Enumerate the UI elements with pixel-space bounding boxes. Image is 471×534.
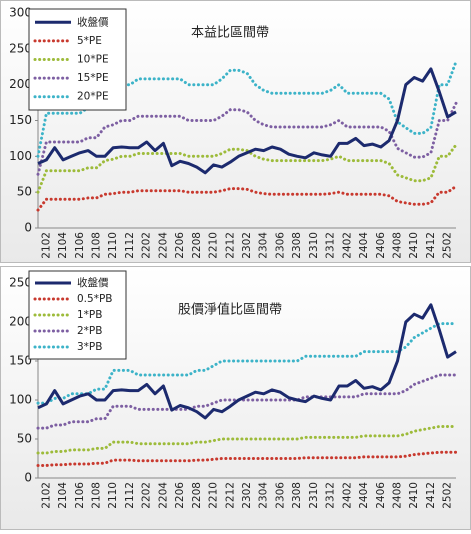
x-tick-label: 2502 [442,482,454,509]
x-tick-label: 2110 [107,232,119,259]
series-line [37,303,457,420]
y-tick-label: 250 [9,41,32,55]
x-tick-label: 2302 [241,482,253,509]
x-tick-label: 2304 [258,232,270,259]
x-tick-label: 2208 [191,482,203,509]
x-tick-label: 2404 [358,232,370,259]
x-tick-label: 2110 [107,482,119,509]
legend-label: 15*PE [77,72,109,84]
legend-label: 1*PB [77,309,102,321]
x-tick-label: 2310 [308,482,320,509]
legend-label: 20*PE [77,91,109,103]
x-tick-label: 2210 [208,482,220,509]
legend-label: 3*PB [77,341,102,353]
y-tick-label: 150 [9,354,32,368]
x-tick-label: 2106 [74,482,86,509]
x-tick-label: 2406 [375,232,387,259]
y-tick-label: 50 [17,432,32,446]
x-tick-label: 2208 [191,232,203,259]
x-tick-label: 2408 [391,482,403,509]
y-tick-label: 50 [17,185,32,199]
x-tick-label: 2202 [141,232,153,259]
y-tick-label: 0 [24,221,32,235]
y-tick-label: 100 [9,149,32,163]
y-tick-label: 300 [9,6,32,20]
x-tick-label: 2308 [291,482,303,509]
x-tick-label: 2104 [57,232,69,259]
x-tick-label: 2302 [241,232,253,259]
legend-label: 0.5*PB [77,293,112,305]
x-tick-label: 2204 [157,482,169,509]
x-tick-label: 2204 [157,232,169,259]
legend-label: 收盤價 [77,276,109,289]
x-tick-label: 2502 [442,232,454,259]
x-tick-label: 2306 [274,482,286,509]
x-tick-label: 2412 [425,482,437,509]
chart-title: 本益比區間帶 [191,26,269,41]
x-tick-label: 2406 [375,482,387,509]
x-tick-label: 2304 [258,482,270,509]
y-tick-label: 200 [9,315,32,329]
x-tick-label: 2408 [391,232,403,259]
chart-title: 股價淨值比區間帶 [178,302,282,318]
y-tick-label: 250 [9,276,32,290]
x-tick-label: 2104 [57,482,69,509]
x-tick-label: 2404 [358,482,370,509]
x-tick-label: 2210 [208,232,220,259]
x-tick-label: 2206 [174,482,186,509]
x-tick-label: 2402 [341,232,353,259]
x-tick-label: 2312 [325,482,337,509]
series-line [37,67,457,175]
x-tick-label: 2112 [124,232,136,259]
x-tick-label: 2212 [224,482,236,509]
series-line [36,143,458,194]
x-tick-label: 2412 [425,232,437,259]
x-tick-label: 2102 [40,232,52,259]
legend-label: 收盤價 [77,15,109,28]
x-tick-label: 2206 [174,232,186,259]
x-tick-label: 2112 [124,482,136,509]
legend-label: 5*PE [77,35,102,47]
y-tick-label: 150 [9,113,32,127]
x-tick-label: 2108 [91,482,103,509]
x-tick-label: 2106 [74,232,86,259]
x-tick-label: 2308 [291,232,303,259]
legend-label: 10*PE [77,54,109,66]
x-tick-label: 2202 [141,482,153,509]
series-line [36,425,458,455]
series-line [36,373,458,430]
x-tick-label: 2108 [91,232,103,259]
y-tick-label: 0 [24,471,32,485]
x-tick-label: 2402 [341,482,353,509]
x-tick-label: 2312 [325,232,337,259]
x-tick-label: 2410 [408,482,420,509]
x-tick-label: 2306 [274,232,286,259]
legend-label: 2*PB [77,325,102,337]
x-tick-label: 2410 [408,232,420,259]
y-tick-label: 100 [9,393,32,407]
x-tick-label: 2102 [40,482,52,509]
series-line [36,101,458,176]
series-line [36,450,458,467]
y-tick-label: 200 [9,77,32,91]
x-tick-label: 2212 [224,232,236,259]
x-tick-label: 2310 [308,232,320,259]
series-line [36,322,458,405]
series-line [36,184,458,212]
